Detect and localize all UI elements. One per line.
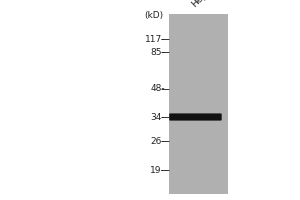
Text: (kD): (kD): [144, 11, 164, 20]
FancyBboxPatch shape: [169, 113, 222, 121]
Text: 85-: 85-: [150, 48, 165, 57]
Text: 34-: 34-: [150, 112, 165, 121]
Text: HepG2: HepG2: [190, 0, 218, 9]
Bar: [169, 14, 228, 194]
Text: 19-: 19-: [150, 166, 165, 175]
Text: 26-: 26-: [150, 136, 165, 146]
Text: 117-: 117-: [145, 34, 165, 44]
Text: 48-: 48-: [150, 84, 165, 93]
